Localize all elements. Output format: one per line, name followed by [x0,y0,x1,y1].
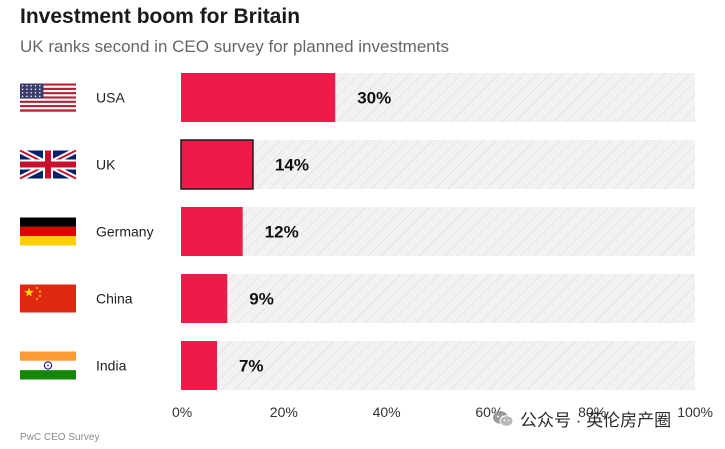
china-flag-icon [20,284,76,313]
bar-india [181,341,217,390]
x-tick-label-100: 100% [677,404,713,420]
bar-usa [181,73,336,122]
chart-subtitle: UK ranks second in CEO survey for planne… [20,37,449,56]
x-tick-label-0: 0% [172,404,192,420]
category-label-india: India [96,358,127,374]
category-label-germany: Germany [96,224,154,240]
bar-row-china: China 9% [20,274,695,323]
bar-row-india: India 7% [20,341,695,390]
bar-row-usa: USA 30% [20,73,695,122]
bar-track-india [181,341,695,390]
value-label-uk: 14% [275,156,309,175]
bar-row-germany: Germany 12% [20,207,695,256]
bar-uk [180,139,254,190]
bar-china [181,274,228,323]
bar-germany [181,207,243,256]
wechat-icon [493,410,514,427]
watermark-text: 公众号 · 英伦房产圈 [520,411,672,430]
bar-row-uk: UK 14% [18,139,695,190]
bar-track-uk [181,140,695,189]
value-label-india: 7% [239,357,264,376]
source-note: PwC CEO Survey [20,432,100,443]
bar-track-germany [181,207,695,256]
india-flag-icon [20,351,76,380]
category-label-usa: USA [96,90,125,106]
uk-flag-icon [18,147,78,182]
x-tick-label-20: 20% [270,404,298,420]
germany-flag-icon [20,217,76,246]
x-tick-label-80: 80% [578,404,606,420]
category-label-uk: UK [96,157,116,173]
watermark: 公众号 · 英伦房产圈 [492,406,671,431]
category-label-china: China [96,291,133,307]
value-label-china: 9% [249,290,274,309]
usa-flag-icon [20,83,76,112]
x-tick-label-40: 40% [373,404,401,420]
chart-title: Investment boom for Britain [20,5,301,28]
value-label-germany: 12% [265,223,299,242]
value-label-usa: 30% [357,89,391,108]
bar-track-china [181,274,695,323]
